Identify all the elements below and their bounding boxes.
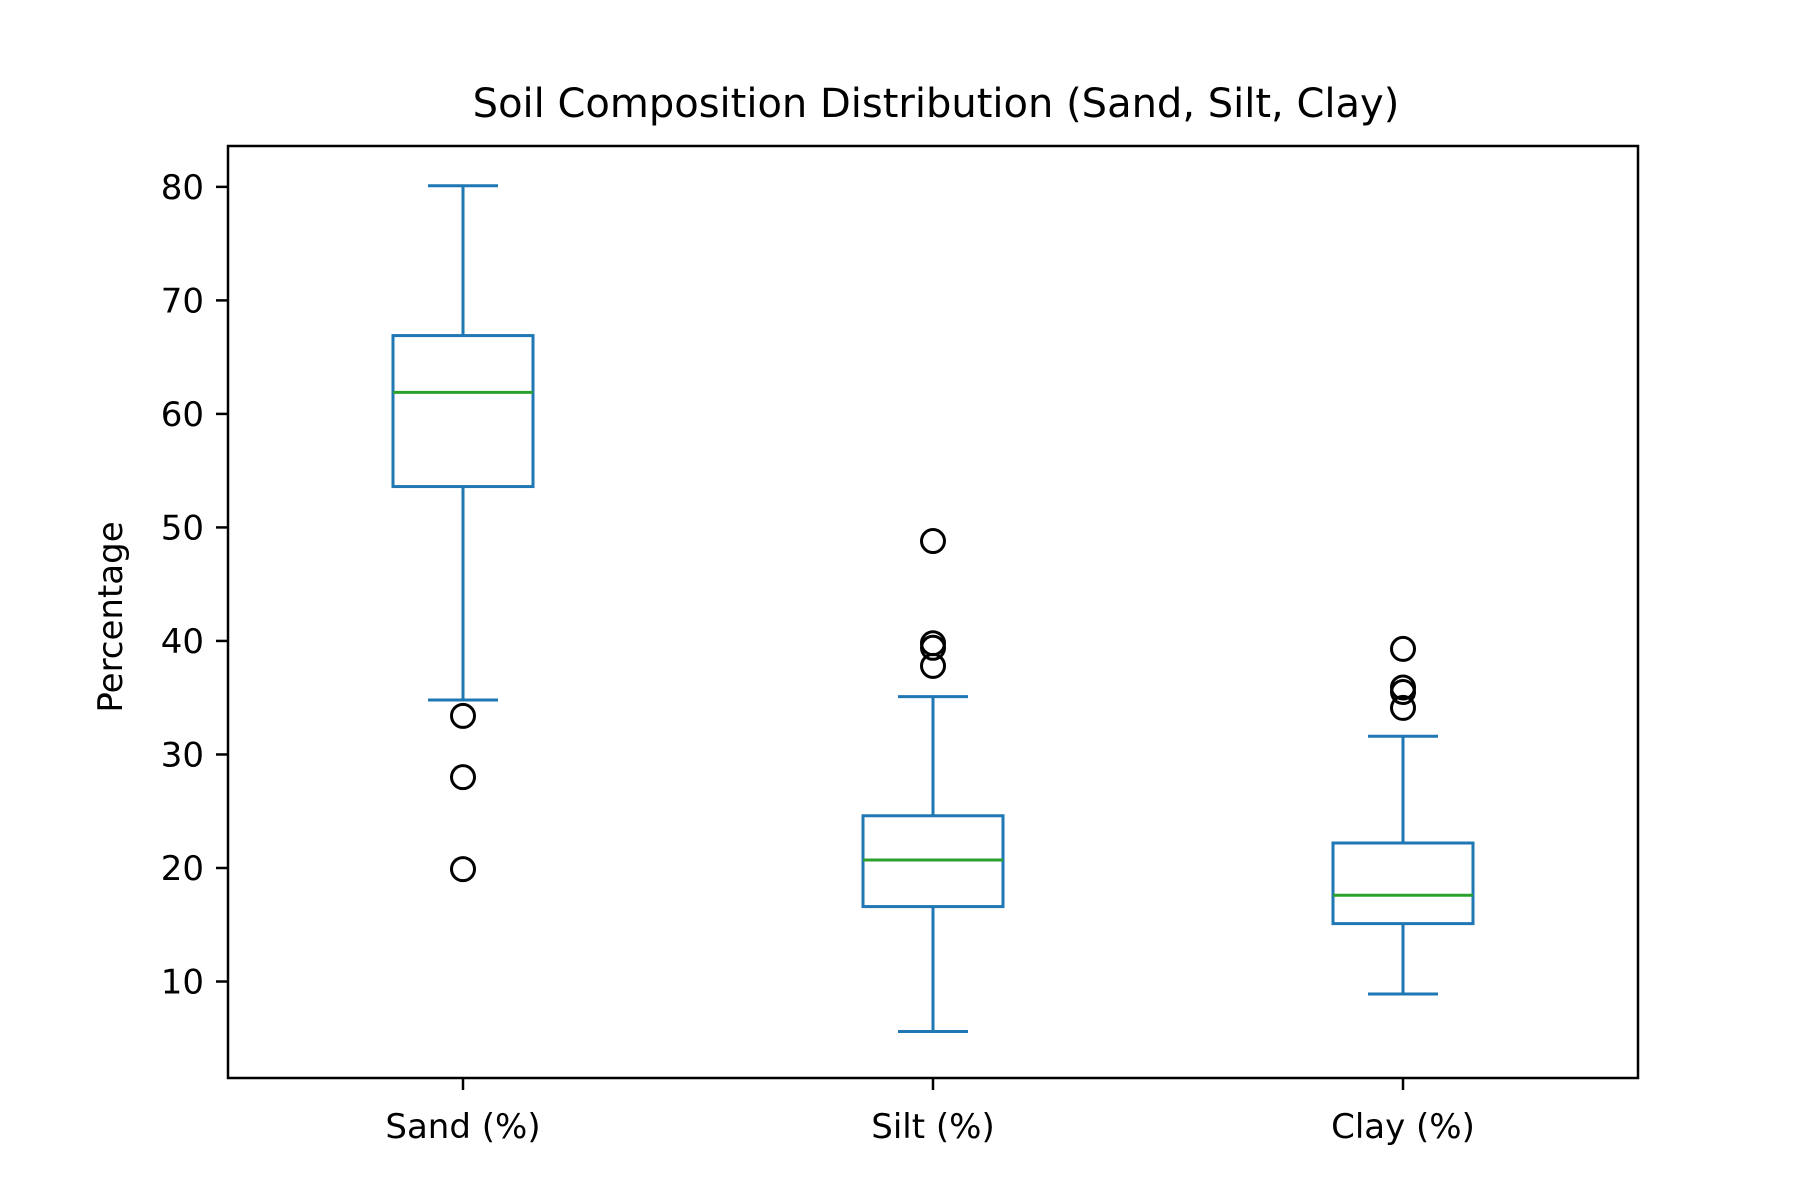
- outlier-point: [450, 702, 476, 729]
- y-tick-label: 30: [161, 735, 204, 775]
- y-tick-label: 50: [161, 508, 204, 548]
- plot-area: [391, 184, 1475, 1033]
- y-tick-label: 10: [161, 963, 204, 1003]
- y-axis-label: Percentage: [91, 521, 131, 712]
- x-tick-label: Silt (%): [871, 1107, 994, 1147]
- outlier-point: [920, 634, 946, 661]
- outlier-point: [920, 652, 946, 679]
- x-axis: Sand (%) Silt (%) Clay (%): [385, 1078, 1475, 1147]
- box-group-1: [861, 528, 1005, 1033]
- y-tick-label: 70: [161, 281, 204, 321]
- outlier-point: [920, 528, 946, 555]
- x-tick-label: Sand (%): [385, 1107, 540, 1147]
- outlier-point: [1390, 694, 1416, 721]
- outlier-point: [450, 856, 476, 883]
- x-tick-label: Clay (%): [1331, 1107, 1475, 1147]
- y-tick-label: 60: [161, 395, 204, 435]
- y-tick-label: 20: [161, 849, 204, 889]
- iqr-box: [1331, 841, 1475, 926]
- box-group-0: [391, 184, 535, 883]
- y-tick-label: 40: [161, 622, 204, 662]
- outlier-point: [1390, 635, 1416, 662]
- box-group-2: [1331, 635, 1475, 996]
- chart-title: Soil Composition Distribution (Sand, Sil…: [473, 81, 1400, 127]
- outlier-point: [450, 764, 476, 791]
- iqr-box: [391, 334, 535, 489]
- y-tick-label: 80: [161, 168, 204, 208]
- outlier-point: [1390, 679, 1416, 706]
- y-axis: 10 20 30 40 50 60 70 80: [161, 168, 228, 1003]
